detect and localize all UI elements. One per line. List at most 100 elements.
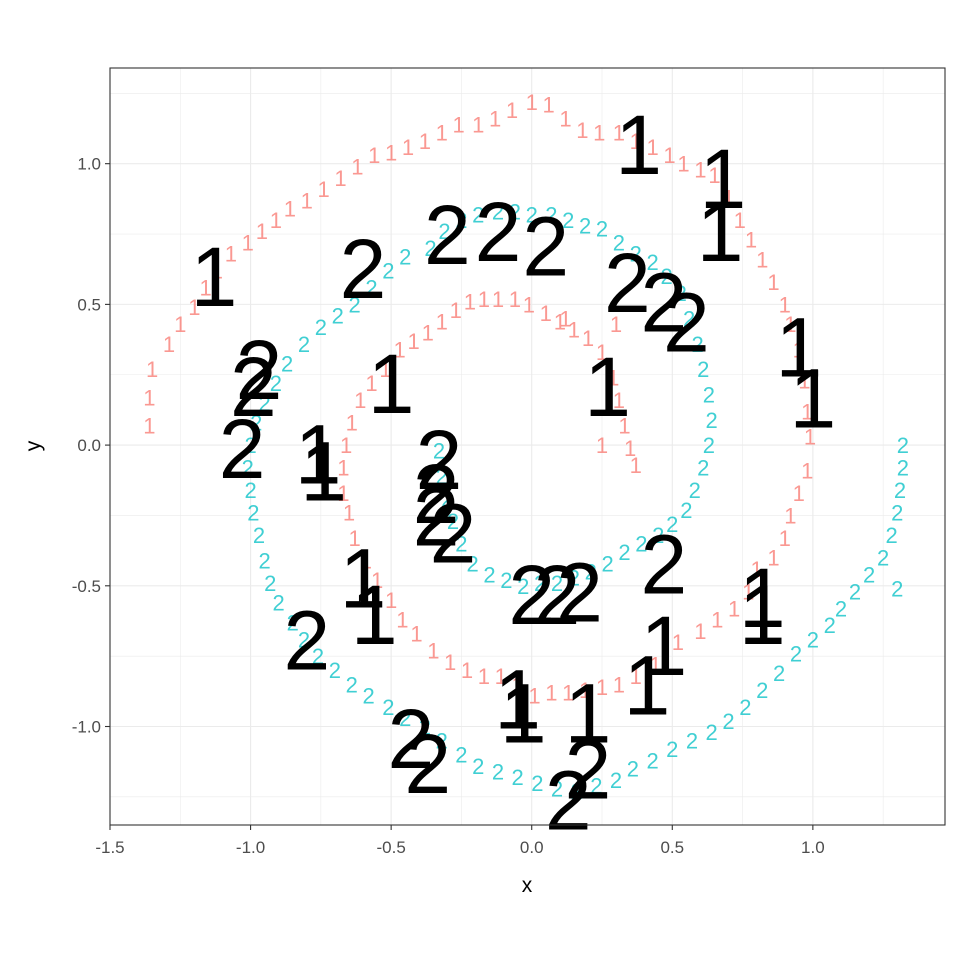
highlighted-label: 2 [534,548,581,642]
y-tick-label: 0.5 [77,295,101,314]
highlighted-label: 2 [475,185,522,279]
point-label-series-1: 1 [334,166,346,191]
point-label-series-2: 2 [849,579,861,604]
x-tick-label: 1.0 [801,838,825,857]
highlighted-label: 1 [565,666,612,760]
point-label-series-1: 1 [630,664,642,689]
point-label-series-1: 1 [528,684,540,709]
y-tick-label: 1.0 [77,155,101,174]
point-label-series-1: 1 [489,107,501,132]
highlighted-label: 1 [739,551,786,645]
point-label-series-2: 2 [509,200,521,225]
point-label-series-2: 2 [436,464,448,489]
point-label-series-2: 2 [739,695,751,720]
point-label-series-2: 2 [492,760,504,785]
point-label-series-1: 1 [188,295,200,320]
highlighted-label: 1 [624,638,671,732]
point-label-series-1: 1 [163,332,175,357]
point-label-series-2: 2 [635,532,647,557]
point-label-series-2: 2 [250,411,262,436]
highlighted-label: 2 [522,199,569,293]
point-label-series-2: 2 [253,523,265,548]
point-label-series-1: 1 [579,678,591,703]
point-label-series-1: 1 [146,357,158,382]
point-label-series-2: 2 [683,306,695,331]
point-label-series-2: 2 [332,304,344,329]
point-label-series-2: 2 [365,276,377,301]
highlighted-label: 1 [700,132,747,226]
point-label-series-1: 1 [562,681,574,706]
point-label-series-2: 2 [618,540,630,565]
highlighted-label: 2 [508,548,555,642]
highlighted-label: 1 [368,337,415,431]
point-label-series-1: 1 [767,546,779,571]
point-label-series-2: 2 [602,551,614,576]
highlighted-label: 2 [230,340,277,434]
point-label-series-1: 1 [801,399,813,424]
point-label-series-1: 1 [444,650,456,675]
highlighted-label: 1 [584,340,631,434]
point-label-series-2: 2 [472,754,484,779]
highlighted-label: 1 [494,652,541,746]
point-label-series-1: 1 [523,292,535,317]
point-label-series-1: 1 [559,306,571,331]
point-label-series-1: 1 [784,503,796,528]
point-label-series-2: 2 [242,456,254,481]
point-label-series-2: 2 [897,456,909,481]
point-label-series-2: 2 [273,591,285,616]
point-label-series-2: 2 [472,202,484,227]
point-label-series-1: 1 [779,526,791,551]
point-label-series-1: 1 [568,318,580,343]
point-label-series-2: 2 [790,641,802,666]
point-label-series-1: 1 [793,481,805,506]
x-tick-label: -0.5 [376,838,405,857]
point-label-series-2: 2 [686,729,698,754]
point-label-series-1: 1 [613,388,625,413]
point-label-series-1: 1 [256,219,268,244]
point-label-series-2: 2 [500,568,512,593]
point-label-series-1: 1 [495,664,507,689]
point-label-series-1: 1 [461,658,473,683]
point-label-series-2: 2 [691,332,703,357]
point-label-series-2: 2 [534,571,546,596]
point-label-series-1: 1 [242,230,254,255]
point-label-series-1: 1 [351,154,363,179]
point-label-series-1: 1 [450,298,462,323]
point-label-series-2: 2 [680,498,692,523]
point-label-series-2: 2 [568,565,580,590]
grid-minor [110,68,945,825]
highlighted-label: 1 [191,230,238,324]
point-label-series-2: 2 [579,214,591,239]
highlighted-label: 1 [697,185,744,279]
point-label-series-1: 1 [734,208,746,233]
point-label-series-1: 1 [630,129,642,154]
point-label-series-2: 2 [424,236,436,261]
point-label-series-2: 2 [571,779,583,804]
point-label-series-2: 2 [244,433,256,458]
point-label-series-1: 1 [410,622,422,647]
highlighted-label: 2 [604,236,651,330]
y-tick-label: -1.0 [72,718,101,737]
point-label-series-2: 2 [312,644,324,669]
point-label-series-2: 2 [689,478,701,503]
point-label-series-2: 2 [897,433,909,458]
point-label-series-2: 2 [399,245,411,270]
point-label-series-2: 2 [346,672,358,697]
point-label-series-2: 2 [348,292,360,317]
point-label-series-2: 2 [455,208,467,233]
highlighted-label: 2 [219,402,266,496]
point-label-series-1: 1 [649,653,661,678]
point-label-series-2: 2 [661,264,673,289]
highlighted-label: 2 [565,723,612,817]
point-label-series-1: 1 [756,247,768,272]
point-label-series-2: 2 [703,433,715,458]
point-label-series-2: 2 [646,748,658,773]
point-label-series-1: 1 [402,135,414,160]
point-label-series-2: 2 [551,571,563,596]
point-label-series-2: 2 [722,709,734,734]
highlighted-label: 2 [413,447,460,541]
point-label-series-1: 1 [804,425,816,450]
